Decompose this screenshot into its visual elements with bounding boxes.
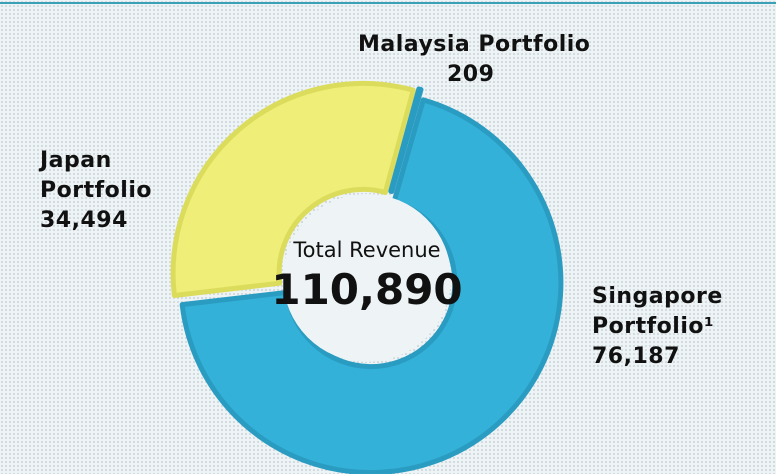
- slices: [170, 81, 564, 474]
- slice-value: 34,494: [40, 208, 128, 233]
- donut-hole: [283, 194, 451, 362]
- donut-slice: [179, 97, 564, 474]
- center-total: 110,890: [271, 265, 462, 314]
- slice-label: Singapore Portfolio¹: [592, 284, 723, 339]
- slice-value: 76,187: [592, 344, 680, 369]
- top-rule: [0, 2, 776, 4]
- slice-label: Malaysia Portfolio: [358, 32, 591, 57]
- donut-slice: [388, 86, 424, 194]
- slice-value: 209: [447, 62, 495, 87]
- donut-slice: [170, 81, 416, 298]
- slice-label: Japan Portfolio: [40, 148, 152, 203]
- center-title: Total Revenue: [292, 238, 440, 262]
